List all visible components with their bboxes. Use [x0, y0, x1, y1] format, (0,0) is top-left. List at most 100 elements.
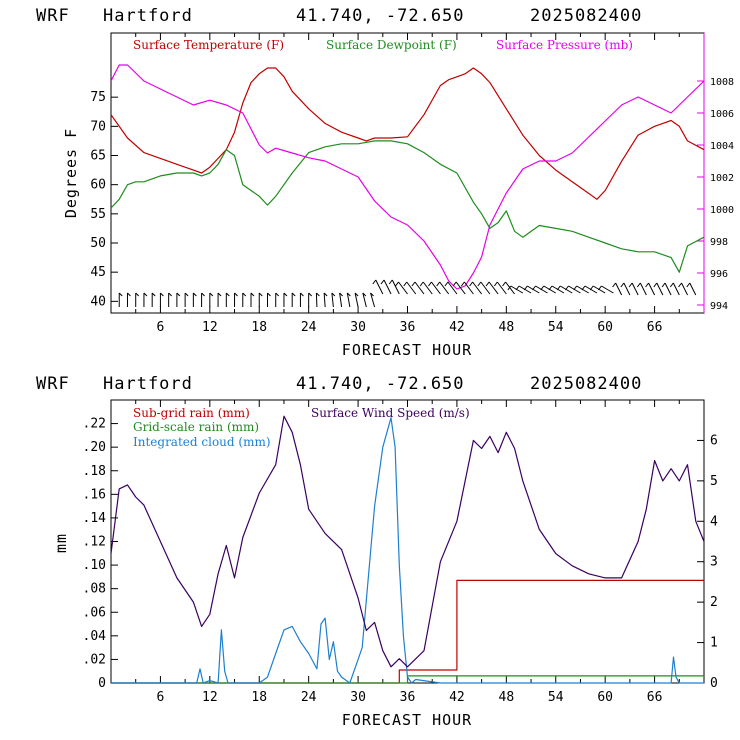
- wind-barb-flag: [523, 285, 528, 291]
- wind-barb-flag: [686, 282, 691, 288]
- y-tick-label: 45: [90, 265, 106, 280]
- wind-barb-flag: [316, 292, 320, 297]
- y-tick-label: .16: [83, 487, 106, 502]
- header-station: Hartford: [103, 6, 193, 26]
- wind-barb: [601, 285, 614, 294]
- y-tick-label: 75: [90, 90, 106, 105]
- wind-barb-flag: [346, 292, 351, 297]
- wind-barb-flag: [372, 279, 377, 285]
- wind-barb: [370, 292, 376, 308]
- wind-barb-flag: [460, 281, 465, 287]
- y2-tick-label: 1002: [710, 173, 734, 184]
- wind-barb-flag: [354, 292, 359, 297]
- wind-barb: [346, 292, 351, 308]
- x-tick-label: 18: [251, 320, 267, 335]
- wind-barb-flag: [331, 292, 336, 297]
- wind-barb-flag: [436, 281, 441, 287]
- wind-barb-flag: [548, 285, 553, 291]
- wind-barb: [615, 282, 623, 296]
- y-tick-label: .10: [83, 558, 106, 573]
- header-station-2: Hartford: [103, 374, 193, 394]
- legend-integrated-cloud: Integrated cloud (mm): [133, 435, 271, 449]
- wind-barb-flag: [362, 292, 367, 297]
- wind-barb-flag: [380, 279, 385, 285]
- wind-barb: [447, 281, 458, 295]
- wind-barb: [639, 282, 647, 296]
- wind-barb-flag: [532, 285, 536, 291]
- wind-barb-flag: [118, 292, 123, 297]
- wind-barb-flag: [428, 281, 432, 287]
- y-tick-label: .20: [83, 440, 106, 455]
- x-tick-label: 12: [202, 690, 218, 705]
- x-tick-label: 24: [301, 690, 317, 705]
- y2-tick-label: 1006: [710, 109, 734, 120]
- bottom-y-ticks: 0 .02 .04 .06 .08 .10 .12 .14 .16 .18 .20 .22: [83, 417, 118, 691]
- y2-tick-label: 1: [710, 636, 718, 651]
- wind-barb-flag: [160, 292, 164, 297]
- bottom-y2-ticks: 0 1 2 3 4 5 6: [697, 433, 718, 691]
- wind-barb-flag: [678, 282, 682, 288]
- header-model: WRF: [36, 6, 70, 26]
- wind-barb: [455, 281, 466, 295]
- wind-barb: [414, 281, 425, 295]
- wind-barb: [354, 292, 359, 308]
- wind-barb: [406, 281, 417, 295]
- wind-barb-flag: [403, 281, 408, 287]
- wind-barb-flag: [573, 285, 578, 291]
- x-tick-label: 60: [597, 690, 613, 705]
- series-surface-wind-speed-m-s: [110, 415, 705, 668]
- wind-barb: [339, 292, 343, 308]
- legend-surface-dewpoint: Surface Dewpoint (F): [326, 38, 457, 52]
- wind-barb-flag: [395, 281, 399, 287]
- top-y-axis-label: Degrees F: [62, 128, 80, 218]
- wind-barb-flag: [193, 292, 197, 297]
- x-tick-label: 60: [597, 320, 613, 335]
- y-tick-label: .04: [83, 629, 107, 644]
- wind-barb-flag: [598, 285, 602, 291]
- wind-barb-flag: [323, 292, 328, 297]
- wind-barb-flag: [581, 285, 586, 291]
- wind-barb-flag: [411, 281, 416, 287]
- header-init-2: 2025082400: [530, 374, 642, 394]
- x-tick-label: 30: [350, 320, 366, 335]
- wind-barb-flag: [469, 281, 474, 287]
- y-tick-label: .06: [83, 605, 106, 620]
- wind-barb: [383, 279, 392, 295]
- wind-barb-flag: [242, 292, 247, 297]
- wind-barb: [439, 281, 450, 295]
- wind-barb: [331, 292, 334, 308]
- y-tick-label: .22: [83, 417, 106, 432]
- legend-surface-temperature: Surface Temperature (F): [133, 38, 284, 52]
- x-tick-label: 54: [548, 690, 564, 705]
- wind-barb: [480, 281, 491, 295]
- y2-tick-label: 1000: [710, 205, 734, 216]
- wind-barb-flag: [135, 292, 140, 297]
- wind-barb-flag: [653, 282, 658, 288]
- wind-barb: [623, 282, 631, 296]
- wind-barb-flag: [308, 292, 313, 297]
- top-x-ticks: 6 12 18 24 30 36 42 48 54 60 66: [135, 33, 680, 335]
- wind-barb-flag: [645, 282, 649, 288]
- y2-tick-label: 1004: [710, 141, 734, 152]
- wind-barb-flag: [636, 282, 641, 288]
- wind-barb-flag: [628, 282, 633, 288]
- x-tick-label: 66: [647, 320, 663, 335]
- wind-barb-flag: [444, 281, 449, 287]
- y-tick-label: 70: [90, 119, 106, 134]
- wind-barb-flag: [565, 285, 569, 291]
- y2-tick-label: 3: [710, 555, 718, 570]
- y-tick-label: .14: [83, 511, 107, 526]
- bottom-x-ticks: 6 12 18 24 30 36 42 48 54 60 66: [135, 400, 680, 705]
- series-surface-dewpoint-f: [110, 140, 705, 273]
- wind-barb-flag: [669, 282, 674, 288]
- wind-barb-flag: [339, 292, 343, 297]
- y-tick-label: .18: [83, 464, 106, 479]
- y-tick-label: 60: [90, 178, 106, 193]
- header-init: 2025082400: [530, 6, 642, 26]
- y2-tick-label: 5: [710, 474, 718, 489]
- wind-barb-flag: [589, 285, 594, 291]
- wind-barb: [656, 282, 664, 296]
- wind-barb: [431, 281, 441, 295]
- x-tick-label: 36: [400, 320, 416, 335]
